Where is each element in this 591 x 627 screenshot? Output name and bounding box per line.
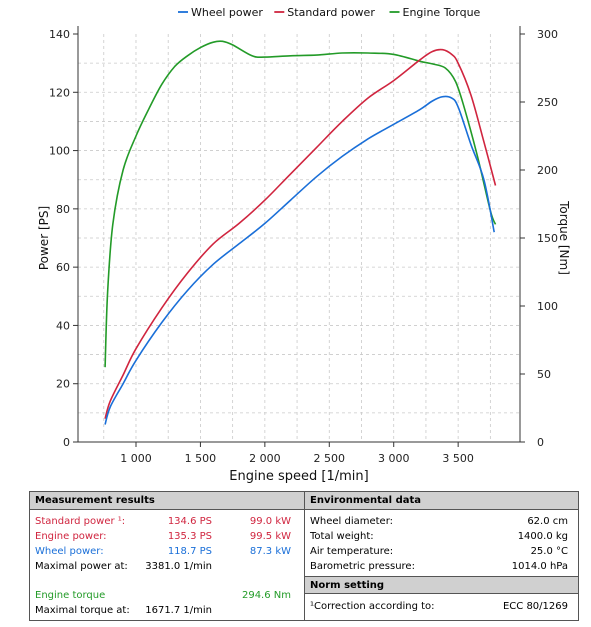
barometric-pressure-row: Barometric pressure: 1014.0 hPa xyxy=(305,560,578,574)
engine-torque-row: Engine torque 294.6 Nm xyxy=(30,589,304,603)
x-tick-label: 2 500 xyxy=(314,452,346,465)
norm-setting-header: Norm setting xyxy=(305,576,578,594)
legend-label-standard-power: Standard power xyxy=(287,6,375,19)
dyno-chart: 0 20 40 60 80 100 120 140 0 50 100 150 200 250 300 1 00… xyxy=(37,6,571,484)
y-left-tick-label: 20 xyxy=(56,378,70,391)
total-weight-label: Total weight: xyxy=(310,531,374,542)
wheel-diameter-value: 62.0 cm xyxy=(527,516,568,527)
series-line-wheel-power xyxy=(104,95,495,425)
x-tick-label: 3 500 xyxy=(442,452,474,465)
engine-torque-label: Engine torque xyxy=(35,590,106,601)
y-left-tick-label: 100 xyxy=(49,145,70,158)
y-left-axis-title: Power [PS] xyxy=(37,206,51,270)
series-line-standard-power xyxy=(104,48,497,419)
max-power-row: Maximal power at: 3381.0 1/min xyxy=(30,560,304,574)
y-left-tick-label: 120 xyxy=(49,86,70,99)
norm-correction-label: ¹Correction according to: xyxy=(310,601,435,612)
x-tick-label: 1 000 xyxy=(120,452,152,465)
wheel-diameter-label: Wheel diameter: xyxy=(310,516,394,527)
engine-power-kw: 99.5 kW xyxy=(249,531,291,542)
environmental-data-header: Environmental data xyxy=(305,492,578,510)
x-axis-title: Engine speed [1/min] xyxy=(229,469,368,484)
measurement-results-header: Measurement results xyxy=(30,492,304,510)
x-tick-label: 1 500 xyxy=(185,452,217,465)
total-weight-row: Total weight: 1400.0 kg xyxy=(305,530,578,544)
air-temperature-value: 25.0 °C xyxy=(530,546,568,557)
barometric-pressure-label: Barometric pressure: xyxy=(310,561,415,572)
max-torque-label: Maximal torque at: xyxy=(35,605,130,616)
measurement-results-panel: Measurement results Standard power ¹: 13… xyxy=(29,491,305,621)
y-left-tick-label: 40 xyxy=(56,319,70,332)
x-tick-label: 2 000 xyxy=(249,452,281,465)
engine-power-ps: 135.3 PS xyxy=(167,531,212,542)
wheel-power-kw: 87.3 kW xyxy=(249,546,291,557)
max-torque-rpm: 1671.7 1/min xyxy=(145,605,212,616)
standard-power-kw: 99.0 kW xyxy=(249,516,291,527)
standard-power-ps: 134.6 PS xyxy=(167,516,212,527)
y-left-tick-label: 80 xyxy=(56,203,70,216)
x-tick-label: 3 000 xyxy=(378,452,410,465)
y-right-axis-title: Torque [Nm] xyxy=(557,200,571,275)
legend-label-engine-torque: Engine Torque xyxy=(403,6,481,19)
y-right-tick-label: 150 xyxy=(537,232,558,245)
engine-torque-value: 294.6 Nm xyxy=(241,590,291,601)
engine-power-label: Engine power: xyxy=(35,531,107,542)
max-power-rpm: 3381.0 1/min xyxy=(145,561,212,572)
y-left-tick-label: 0 xyxy=(63,436,70,449)
y-right-tick-label: 50 xyxy=(537,368,551,381)
y-right-tick-label: 0 xyxy=(537,436,544,449)
wheel-diameter-row: Wheel diameter: 62.0 cm xyxy=(305,515,578,529)
series-line-engine-torque xyxy=(104,40,497,368)
environmental-data-panel: Environmental data Wheel diameter: 62.0 … xyxy=(305,491,579,621)
y-left-tick-label: 140 xyxy=(49,28,70,41)
standard-power-label: Standard power ¹: xyxy=(35,516,126,527)
total-weight-value: 1400.0 kg xyxy=(517,531,568,542)
legend-label-wheel-power: Wheel power xyxy=(191,6,263,19)
max-torque-row: Maximal torque at: 1671.7 1/min xyxy=(30,604,304,618)
air-temperature-row: Air temperature: 25.0 °C xyxy=(305,545,578,559)
engine-power-row: Engine power: 135.3 PS 99.5 kW xyxy=(30,530,304,544)
y-right-tick-label: 300 xyxy=(537,28,558,41)
y-right-tick-label: 200 xyxy=(537,164,558,177)
air-temperature-label: Air temperature: xyxy=(310,546,394,557)
wheel-power-ps: 118.7 PS xyxy=(167,546,212,557)
barometric-pressure-value: 1014.0 hPa xyxy=(511,561,568,572)
norm-correction-row: ¹Correction according to: ECC 80/1269 xyxy=(305,600,578,614)
wheel-power-label: Wheel power: xyxy=(35,546,104,557)
y-right-tick-label: 250 xyxy=(537,96,558,109)
y-right-tick-label: 100 xyxy=(537,300,558,313)
y-left-tick-label: 60 xyxy=(56,261,70,274)
standard-power-row: Standard power ¹: 134.6 PS 99.0 kW xyxy=(30,515,304,529)
wheel-power-row: Wheel power: 118.7 PS 87.3 kW xyxy=(30,545,304,559)
max-power-label: Maximal power at: xyxy=(35,561,128,572)
norm-correction-value: ECC 80/1269 xyxy=(502,601,568,612)
